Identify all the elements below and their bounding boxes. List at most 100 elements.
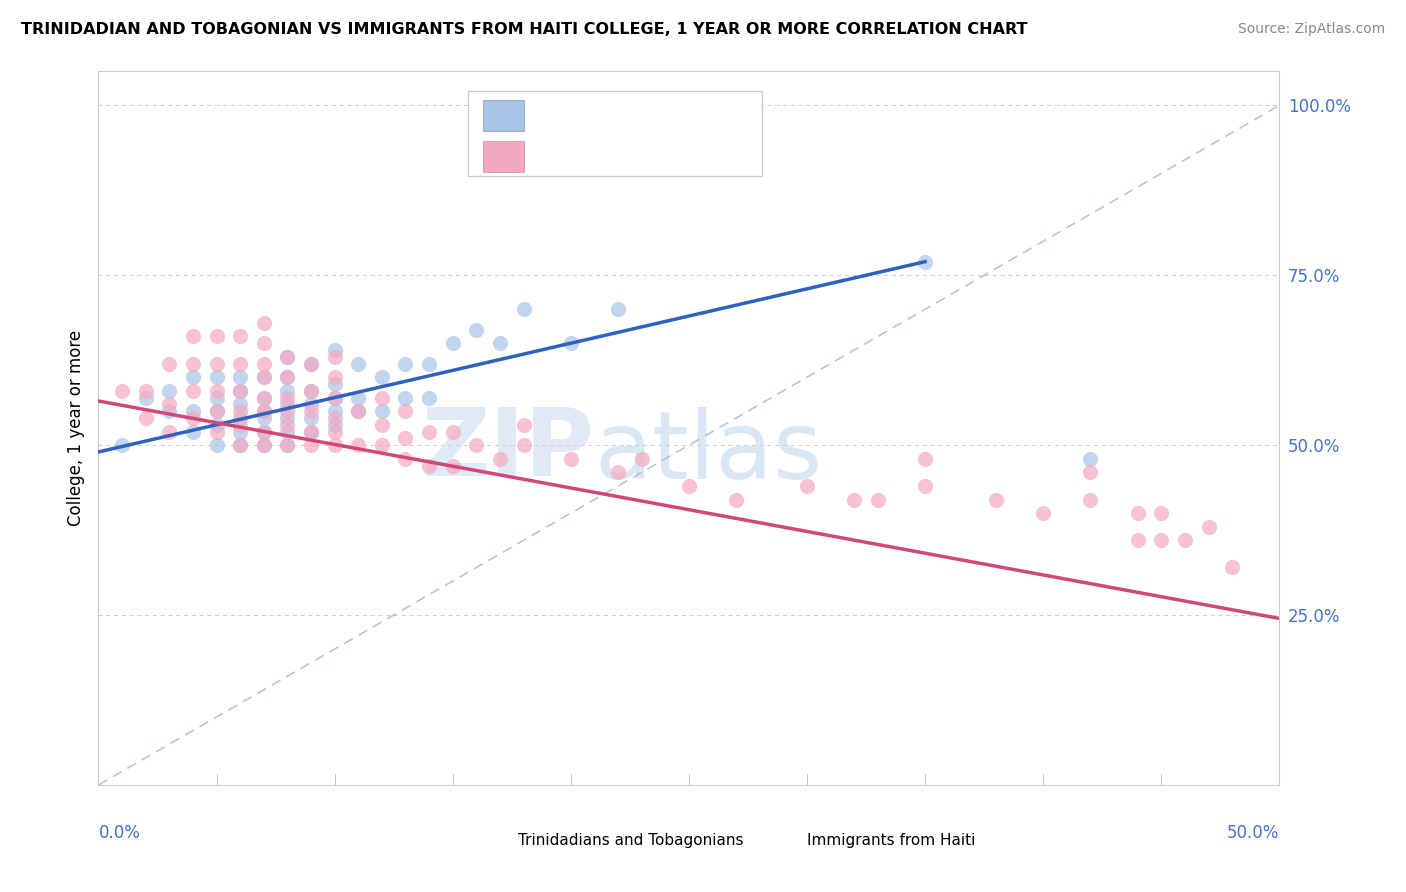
Point xyxy=(1198,519,1220,533)
Point xyxy=(1150,506,1173,520)
Point xyxy=(276,417,298,432)
Point xyxy=(205,438,228,452)
Point xyxy=(135,391,157,405)
Text: ZIP: ZIP xyxy=(422,403,595,496)
Point xyxy=(253,357,276,371)
Point xyxy=(299,397,322,411)
Point xyxy=(678,479,700,493)
Point xyxy=(323,343,346,357)
Point xyxy=(276,350,298,364)
Point xyxy=(465,323,488,337)
Point xyxy=(253,391,276,405)
Point xyxy=(229,384,252,398)
Point xyxy=(418,425,440,439)
Point xyxy=(253,336,276,351)
Point xyxy=(1080,492,1102,507)
Point xyxy=(111,384,134,398)
Point xyxy=(347,404,370,418)
Point xyxy=(796,479,818,493)
Point xyxy=(229,404,252,418)
Text: N = 59: N = 59 xyxy=(671,107,734,125)
Text: 0.0%: 0.0% xyxy=(98,824,141,842)
Point xyxy=(181,370,204,384)
Point xyxy=(607,302,630,317)
Point xyxy=(630,451,652,466)
Text: N = 83: N = 83 xyxy=(671,148,734,166)
Point xyxy=(276,411,298,425)
Point xyxy=(135,411,157,425)
Point xyxy=(489,336,512,351)
Point xyxy=(1126,533,1149,548)
Point xyxy=(253,316,276,330)
Point xyxy=(323,417,346,432)
Point xyxy=(229,425,252,439)
Point xyxy=(157,425,180,439)
Point xyxy=(299,384,322,398)
Text: TRINIDADIAN AND TOBAGONIAN VS IMMIGRANTS FROM HAITI COLLEGE, 1 YEAR OR MORE CORR: TRINIDADIAN AND TOBAGONIAN VS IMMIGRANTS… xyxy=(21,22,1028,37)
Point xyxy=(323,350,346,364)
Point xyxy=(560,336,582,351)
Point xyxy=(371,404,394,418)
Point xyxy=(394,404,416,418)
Point xyxy=(157,384,180,398)
Point xyxy=(157,357,180,371)
Point xyxy=(725,492,748,507)
Point xyxy=(512,302,534,317)
Point xyxy=(276,391,298,405)
Point xyxy=(276,425,298,439)
Point xyxy=(205,417,228,432)
Point xyxy=(205,404,228,418)
Point xyxy=(394,431,416,445)
Point xyxy=(1174,533,1197,548)
Point xyxy=(1126,506,1149,520)
Point xyxy=(984,492,1007,507)
Point xyxy=(347,357,370,371)
Point xyxy=(205,370,228,384)
Point xyxy=(299,384,322,398)
Text: R =  0.424: R = 0.424 xyxy=(536,107,624,125)
Point xyxy=(181,404,204,418)
Point xyxy=(276,397,298,411)
Point xyxy=(181,425,204,439)
Point xyxy=(394,357,416,371)
Point xyxy=(323,370,346,384)
FancyBboxPatch shape xyxy=(765,830,800,852)
Point xyxy=(229,357,252,371)
Point xyxy=(323,411,346,425)
Point xyxy=(253,438,276,452)
Point xyxy=(441,425,464,439)
Point xyxy=(914,451,936,466)
Text: 50.0%: 50.0% xyxy=(1227,824,1279,842)
Point xyxy=(276,370,298,384)
Point xyxy=(276,384,298,398)
Point xyxy=(181,411,204,425)
FancyBboxPatch shape xyxy=(468,91,762,177)
Point xyxy=(181,357,204,371)
Point xyxy=(253,411,276,425)
Point xyxy=(205,357,228,371)
Point xyxy=(512,417,534,432)
Text: Immigrants from Haiti: Immigrants from Haiti xyxy=(807,833,976,848)
Point xyxy=(1032,506,1054,520)
Point xyxy=(229,438,252,452)
Point xyxy=(1080,466,1102,480)
Point xyxy=(560,451,582,466)
Point xyxy=(276,370,298,384)
Text: Trinidadians and Tobagonians: Trinidadians and Tobagonians xyxy=(517,833,744,848)
Point xyxy=(418,391,440,405)
Point xyxy=(276,350,298,364)
Point xyxy=(229,417,252,432)
FancyBboxPatch shape xyxy=(484,100,523,131)
Point xyxy=(299,404,322,418)
Point xyxy=(205,329,228,343)
Point xyxy=(866,492,889,507)
Point xyxy=(181,384,204,398)
Point xyxy=(465,438,488,452)
Point xyxy=(323,391,346,405)
Point xyxy=(229,411,252,425)
Point xyxy=(229,370,252,384)
Point xyxy=(299,425,322,439)
Point xyxy=(323,391,346,405)
Point xyxy=(1080,451,1102,466)
Text: atlas: atlas xyxy=(595,407,823,500)
